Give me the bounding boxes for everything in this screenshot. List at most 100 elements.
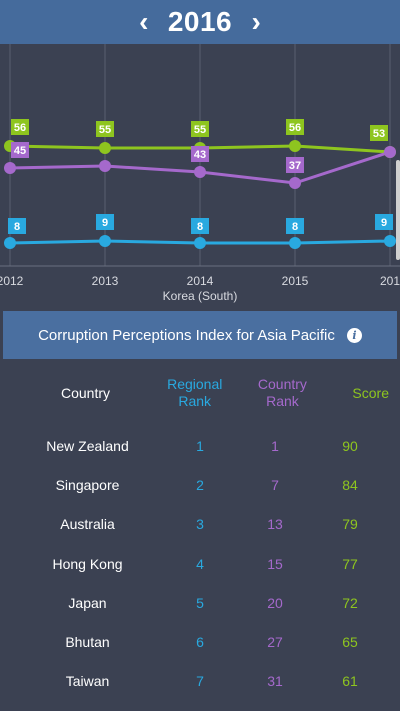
country-cell: Bhutan (65, 634, 110, 651)
ranking-table: Country Regional Rank Country Rank Score… (0, 360, 400, 701)
score-cell: 61 (342, 673, 358, 690)
table-row[interactable]: New Zealand 1 1 90 (0, 426, 400, 465)
x-tick-label: 2013 (92, 274, 119, 288)
x-tick-label: 2015 (282, 274, 309, 288)
header-regional-rank: Regional Rank (141, 376, 248, 410)
regional-rank-cell: 6 (196, 634, 204, 651)
country-cell: Japan (68, 594, 107, 611)
data-label-box (375, 214, 393, 230)
data-label: 8 (292, 221, 298, 233)
data-label-box (191, 146, 209, 162)
chevron-right-icon[interactable]: › (251, 6, 261, 37)
data-point[interactable] (99, 142, 111, 154)
score-cell: 90 (342, 437, 358, 454)
header-country-rank-line1: Country (257, 376, 307, 392)
country-rank-cell: 13 (267, 516, 283, 533)
table-header: Country Regional Rank Country Rank Score (0, 360, 400, 426)
data-label: 55 (99, 124, 111, 136)
data-point[interactable] (99, 235, 111, 247)
data-label: 9 (381, 217, 387, 229)
header-regional-rank-line2: Rank (178, 393, 212, 409)
data-label: 8 (197, 221, 203, 233)
header-regional-rank-line1: Regional (167, 376, 223, 392)
data-label-box (286, 218, 304, 234)
country-rank-cell: 31 (267, 673, 283, 690)
country-cell: New Zealand (46, 437, 129, 454)
banner-title: Corruption Perceptions Index for Asia Pa… (38, 326, 335, 344)
data-point[interactable] (289, 237, 301, 249)
data-label-box (370, 125, 388, 141)
header-country-rank: Country Rank (238, 376, 326, 410)
data-point[interactable] (194, 166, 206, 178)
header-country: Country (60, 385, 110, 401)
chevron-left-icon[interactable]: ‹ (139, 6, 149, 37)
data-label: 53 (373, 128, 385, 140)
header-country-rank-line2: Rank (266, 393, 299, 409)
data-label: 8 (14, 221, 20, 233)
data-label-box (8, 218, 26, 234)
regional-rank-cell: 7 (196, 673, 204, 690)
info-icon[interactable]: i (346, 327, 362, 343)
regional-rank-cell: 4 (196, 555, 204, 572)
data-point[interactable] (99, 160, 111, 172)
data-label: 56 (289, 122, 301, 134)
data-label-box (11, 119, 29, 135)
data-point[interactable] (289, 140, 301, 152)
data-label-box (11, 142, 29, 158)
country-cell: Australia (60, 516, 115, 533)
regional-rank-cell: 5 (196, 594, 204, 611)
scroll-indicator[interactable] (396, 160, 400, 260)
country-cell: Singapore (55, 476, 120, 493)
table-body: New Zealand 1 1 90 Singapore 2 7 84 Australia 3 13… (0, 426, 400, 701)
data-label: 45 (14, 145, 26, 157)
data-label: 56 (14, 122, 26, 134)
data-label-box (286, 157, 304, 173)
country-cell: Hong Kong (52, 555, 123, 572)
x-tick-label: 2012 (0, 274, 24, 288)
table-row[interactable]: Australia 3 13 79 (0, 505, 400, 544)
score-cell: 65 (342, 634, 358, 651)
country-rank-cell: 1 (271, 437, 279, 454)
data-label: 37 (289, 160, 301, 172)
year-header: ‹ 2016 › (0, 0, 400, 44)
data-point[interactable] (4, 162, 16, 174)
x-axis-label: Korea (South) (163, 289, 238, 303)
table-row[interactable]: Bhutan 6 27 65 (0, 622, 400, 661)
x-tick-label: 2014 (187, 274, 214, 288)
country-rank-cell: 20 (267, 594, 283, 611)
trend-chart: 2012 2013 2014 2015 201 Korea (South) 56 55 55 56… (0, 44, 400, 310)
data-point[interactable] (384, 235, 396, 247)
country-rank-cell: 15 (267, 555, 283, 572)
index-banner: Corruption Perceptions Index for Asia Pa… (3, 311, 397, 359)
country-rank-cell: 7 (271, 476, 279, 493)
data-label: 9 (102, 217, 108, 229)
data-point[interactable] (384, 146, 396, 158)
data-label-box (286, 119, 304, 135)
data-label: 55 (194, 124, 206, 136)
table-row[interactable]: Japan 5 20 72 (0, 583, 400, 622)
data-label-box (96, 214, 114, 230)
score-cell: 84 (342, 476, 358, 493)
data-label-box (191, 218, 209, 234)
data-label-box (96, 121, 114, 137)
table-row[interactable]: Taiwan 7 31 61 (0, 662, 400, 701)
score-cell: 79 (342, 516, 358, 533)
data-point[interactable] (4, 237, 16, 249)
regional-rank-cell: 3 (196, 516, 204, 533)
table-row[interactable]: Hong Kong 4 15 77 (0, 544, 400, 583)
data-point[interactable] (289, 177, 301, 189)
x-tick-label: 201 (380, 274, 400, 288)
data-point[interactable] (194, 237, 206, 249)
header-score: Score (352, 385, 389, 401)
trend-chart-svg: 2012 2013 2014 2015 201 Korea (South) 56 55 55 56… (0, 44, 400, 303)
table-row[interactable]: Singapore 2 7 84 (0, 465, 400, 504)
regional-rank-cell: 1 (196, 437, 204, 454)
regional-rank-cell: 2 (196, 476, 204, 493)
data-label: 43 (194, 149, 206, 161)
score-cell: 77 (342, 555, 358, 572)
score-cell: 72 (342, 594, 358, 611)
year-title: 2016 (167, 6, 233, 37)
country-rank-cell: 27 (267, 634, 283, 651)
country-cell: Taiwan (65, 673, 110, 690)
data-label-box (191, 121, 209, 137)
